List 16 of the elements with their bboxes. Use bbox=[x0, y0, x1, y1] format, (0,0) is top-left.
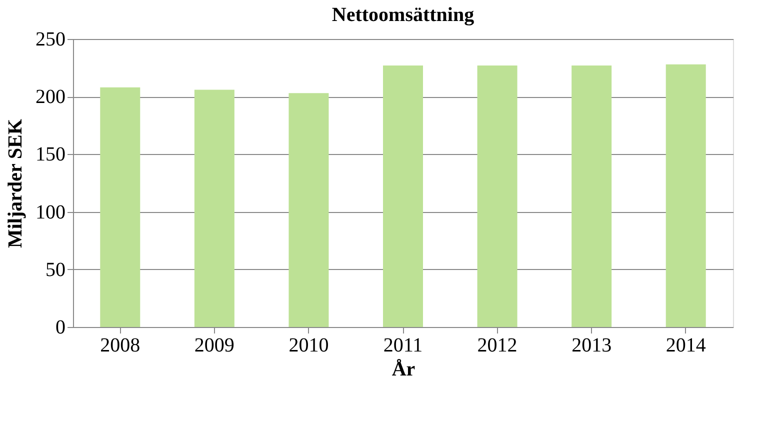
chart-title: Nettoomsättning bbox=[332, 4, 474, 26]
y-tick-label: 150 bbox=[36, 144, 66, 166]
x-tick-label: 2014 bbox=[666, 334, 706, 356]
y-tick-label: 250 bbox=[36, 28, 66, 50]
y-tick-label: 50 bbox=[46, 258, 66, 281]
x-tick-label: 2013 bbox=[572, 334, 612, 356]
x-tick-label: 2010 bbox=[288, 334, 329, 356]
y-axis-title: Miljarder SEK bbox=[4, 118, 26, 248]
y-tick-label: 100 bbox=[36, 201, 66, 224]
x-axis-title: År bbox=[392, 358, 416, 380]
x-tick-label: 2011 bbox=[383, 334, 423, 356]
x-tick-label: 2009 bbox=[194, 334, 234, 356]
y-tick-label: 0 bbox=[56, 316, 66, 338]
x-tick-label: 2008 bbox=[100, 334, 140, 356]
x-tick-label: 2012 bbox=[477, 334, 518, 356]
y-tick-label: 200 bbox=[36, 86, 66, 108]
